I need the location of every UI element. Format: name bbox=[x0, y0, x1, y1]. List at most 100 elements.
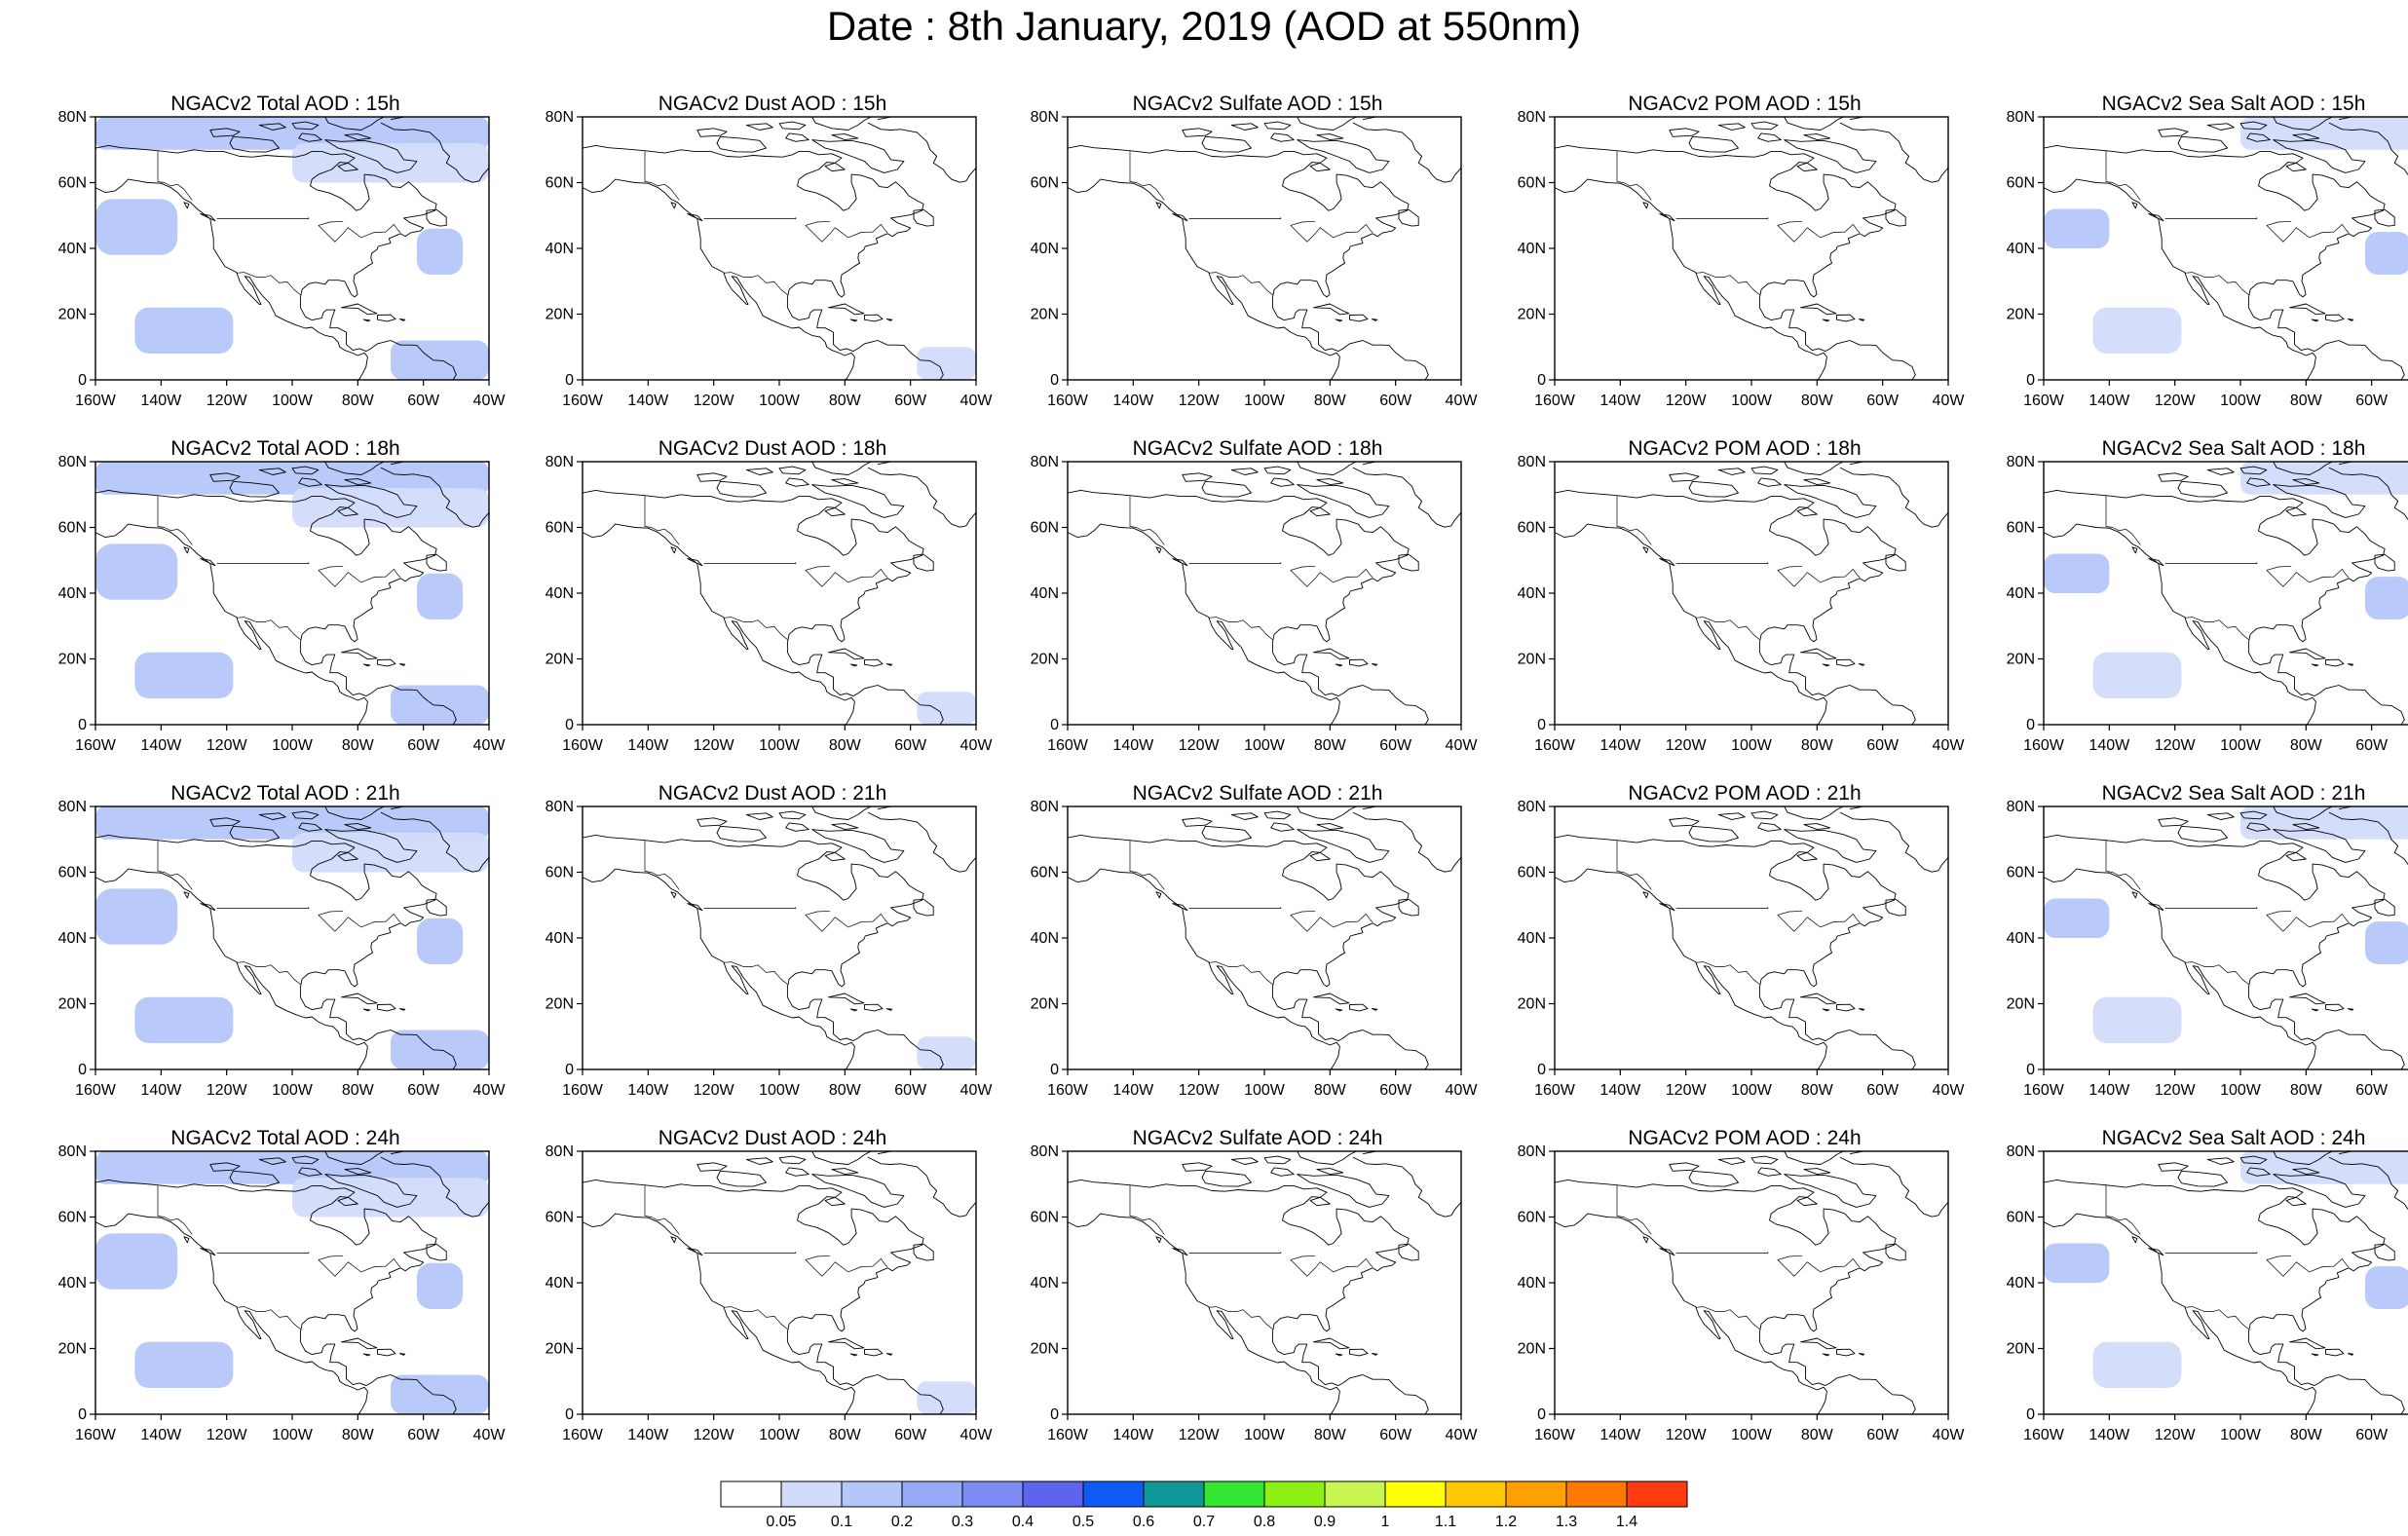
island-outline bbox=[1757, 132, 1782, 142]
lon-tick-label: 100W bbox=[1731, 1427, 1773, 1443]
lon-tick-label: 140W bbox=[627, 1427, 669, 1443]
island-outline bbox=[377, 314, 396, 322]
island-outline bbox=[1297, 484, 1390, 518]
country-border bbox=[1616, 1185, 1652, 1235]
lon-tick-label: 40W bbox=[1933, 1082, 1966, 1099]
island-outline bbox=[1335, 318, 1343, 322]
island-outline bbox=[1349, 1348, 1369, 1357]
island-outline bbox=[2239, 466, 2268, 475]
island-outline bbox=[258, 1157, 286, 1165]
lat-tick-label: 80N bbox=[546, 799, 574, 815]
country-border bbox=[1695, 272, 1760, 295]
island-outline bbox=[828, 648, 865, 660]
lon-tick-label: 40W bbox=[960, 1427, 994, 1443]
island-outline bbox=[2158, 1162, 2189, 1172]
lon-tick-label: 80W bbox=[2290, 393, 2323, 409]
lon-tick-label: 160W bbox=[75, 1427, 117, 1443]
colorbar-label: 0.6 bbox=[1133, 1514, 1154, 1530]
country-border bbox=[318, 220, 349, 243]
island-outline bbox=[1155, 891, 1162, 899]
island-outline bbox=[229, 480, 280, 498]
country-border bbox=[1616, 151, 1652, 201]
island-outline bbox=[1313, 303, 1350, 316]
lat-tick-label: 20N bbox=[2007, 996, 2035, 1013]
island-outline bbox=[2374, 1243, 2395, 1261]
island-outline bbox=[1803, 478, 1831, 486]
country-border bbox=[703, 1252, 797, 1254]
island-outline bbox=[811, 829, 905, 863]
island-outline bbox=[785, 477, 809, 487]
island-outline bbox=[2311, 1008, 2319, 1012]
aod-region bbox=[416, 573, 464, 619]
island-outline bbox=[2246, 477, 2271, 487]
country-border bbox=[1290, 1255, 1321, 1277]
island-outline bbox=[344, 133, 372, 141]
country-border bbox=[216, 907, 310, 909]
lon-tick-label: 40W bbox=[1446, 1427, 1479, 1443]
country-border bbox=[703, 907, 797, 909]
aod-region bbox=[95, 117, 489, 150]
lon-tick-label: 100W bbox=[2220, 737, 2262, 754]
island-outline bbox=[1669, 817, 1700, 827]
country-border bbox=[1695, 1306, 1760, 1330]
island-outline bbox=[824, 851, 846, 862]
island-outline bbox=[1270, 822, 1295, 832]
colorbar-swatch bbox=[1384, 1480, 1447, 1508]
aod-region bbox=[95, 1233, 178, 1290]
island-outline bbox=[1316, 823, 1344, 831]
lat-tick-label: 0 bbox=[565, 1406, 574, 1423]
lon-tick-label: 140W bbox=[1112, 393, 1154, 409]
island-outline bbox=[778, 810, 807, 820]
island-outline bbox=[1836, 1003, 1856, 1012]
lon-tick-label: 80W bbox=[1801, 737, 1834, 754]
lon-tick-label: 60W bbox=[1379, 393, 1412, 409]
island-outline bbox=[670, 202, 677, 209]
island-outline bbox=[1201, 1170, 1252, 1187]
map-panel-seasalt-24h: NGACv2 Sea Salt AOD : 24h 0 20N 40N 60N 80N 16… bbox=[1995, 1126, 2408, 1472]
lon-tick-label: 80W bbox=[1314, 1427, 1347, 1443]
coastline-greenland bbox=[1839, 1151, 1948, 1218]
map-panel-sulfate-18h: NGACv2 Sulfate AOD : 18h 0 20N 40N 60N 80N 160… bbox=[1019, 436, 1506, 782]
country-border bbox=[644, 1185, 680, 1235]
island-outline bbox=[1316, 133, 1344, 141]
lon-tick-label: 60W bbox=[1866, 1082, 1900, 1099]
lon-tick-label: 160W bbox=[2023, 393, 2065, 409]
island-outline bbox=[1885, 553, 1906, 572]
lon-tick-label: 160W bbox=[75, 1082, 117, 1099]
island-outline bbox=[1885, 1243, 1906, 1261]
island-outline bbox=[696, 817, 728, 827]
aod-region bbox=[95, 462, 489, 495]
island-outline bbox=[1858, 318, 1865, 321]
lat-tick-label: 40N bbox=[1031, 241, 1059, 257]
country-border bbox=[1208, 1306, 1273, 1330]
lon-tick-label: 140W bbox=[627, 737, 669, 754]
map-panel-dust-24h: NGACv2 Dust AOD : 24h 0 20N 40N 60N 80N 160W 14… bbox=[534, 1126, 1021, 1472]
coastline bbox=[95, 144, 457, 380]
island-outline bbox=[1688, 1170, 1739, 1187]
island-outline bbox=[1313, 1337, 1350, 1350]
lon-tick-label: 140W bbox=[140, 737, 182, 754]
island-outline bbox=[2131, 1236, 2138, 1244]
lon-tick-label: 80W bbox=[829, 1427, 862, 1443]
lat-tick-label: 20N bbox=[546, 1341, 574, 1358]
country-border bbox=[2295, 914, 2350, 928]
island-outline bbox=[229, 1170, 280, 1187]
lat-tick-label: 80N bbox=[546, 454, 574, 470]
lon-tick-label: 40W bbox=[1933, 393, 1966, 409]
island-outline bbox=[1836, 314, 1856, 322]
lon-tick-label: 160W bbox=[1534, 1082, 1576, 1099]
coastline bbox=[95, 834, 457, 1069]
country-border bbox=[1616, 841, 1652, 890]
country-border bbox=[347, 914, 401, 928]
country-border bbox=[1777, 220, 1808, 243]
lat-tick-label: 40N bbox=[1518, 241, 1546, 257]
country-border bbox=[2266, 910, 2297, 932]
lon-tick-label: 60W bbox=[407, 737, 440, 754]
lat-tick-label: 20N bbox=[546, 652, 574, 668]
lat-tick-label: 0 bbox=[1050, 717, 1059, 733]
country-border bbox=[2295, 224, 2350, 239]
lat-tick-label: 60N bbox=[1518, 520, 1546, 537]
island-outline bbox=[1371, 1008, 1378, 1011]
